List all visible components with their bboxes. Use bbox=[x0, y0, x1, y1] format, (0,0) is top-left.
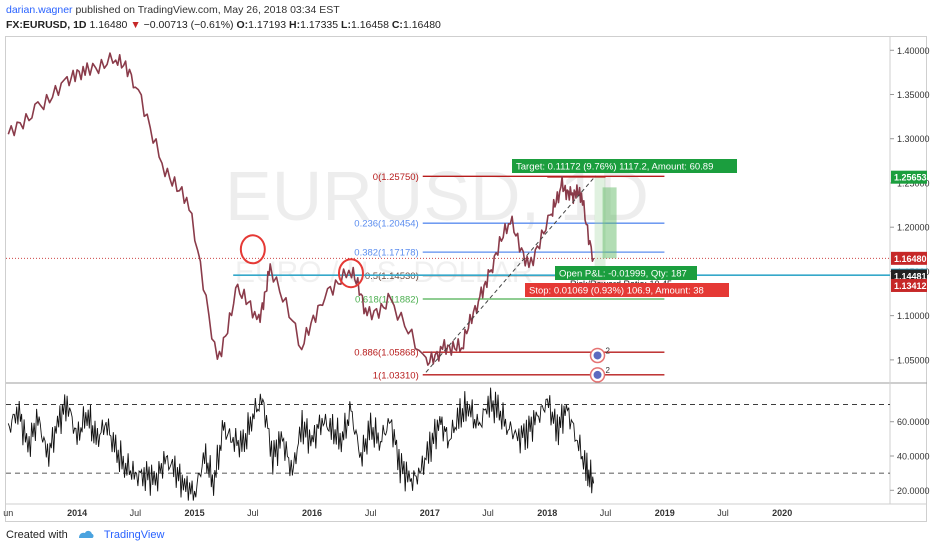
last-price: 1.16480 bbox=[89, 19, 128, 31]
open-label: O: bbox=[236, 19, 249, 31]
time-tick-label: 2017 bbox=[420, 508, 440, 518]
chart-watermark-subtitle: EURO / U.S. DOLLAR bbox=[235, 256, 533, 289]
rsi-tick-label: 60.0000 bbox=[897, 417, 930, 427]
time-tick-label: 2014 bbox=[67, 508, 87, 518]
event-icon-us-flag bbox=[593, 370, 602, 379]
time-tick-label: 2019 bbox=[655, 508, 675, 518]
publisher-text: published on TradingView.com, May 26, 20… bbox=[72, 4, 340, 16]
footer: Created with TradingView bbox=[6, 529, 164, 541]
fib-level-label: 1(1.03310) bbox=[373, 370, 419, 381]
down-arrow-icon: ▼ bbox=[130, 19, 141, 31]
target-label: Target: 0.11172 (9.76%) 1117.2, Amount: … bbox=[516, 162, 713, 173]
rsi-series-line bbox=[7, 387, 595, 501]
price-axis-label-target: 1.25653 bbox=[894, 173, 927, 183]
price-tick-label: 1.10000 bbox=[897, 311, 930, 321]
position-profit-zone bbox=[594, 177, 606, 276]
price-tick-label: 1.40000 bbox=[897, 46, 930, 56]
price-tick-label: 1.35000 bbox=[897, 90, 930, 100]
fib-level-label: 0.886(1.05868) bbox=[354, 348, 418, 359]
close-label: C: bbox=[391, 19, 403, 31]
price-change: −0.00713 (−0.61%) bbox=[143, 19, 234, 31]
event-icon-eu-count: 2 bbox=[606, 346, 611, 355]
time-tick-label: Jul bbox=[130, 508, 142, 518]
open-value: 1.17193 bbox=[248, 19, 287, 31]
position-pnl-bar bbox=[602, 187, 617, 259]
high-label: H: bbox=[289, 19, 301, 31]
rsi-tick-label: 40.0000 bbox=[897, 452, 930, 462]
close-value: 1.16480 bbox=[402, 19, 441, 31]
symbol-label: FX:EURUSD, 1D bbox=[6, 19, 87, 31]
price-axis-label-last: 1.16480 bbox=[894, 254, 927, 264]
low-label: L: bbox=[341, 19, 351, 31]
stop-label-box bbox=[525, 283, 729, 297]
event-icon-eu-flag bbox=[593, 351, 602, 360]
time-tick-label: un bbox=[3, 508, 13, 518]
event-icon-us-count: 2 bbox=[606, 366, 611, 375]
rsi-tick-label: 20.0000 bbox=[897, 486, 930, 496]
price-tick-label: 1.05000 bbox=[897, 355, 930, 365]
price-series-line bbox=[7, 52, 595, 366]
time-tick-label: Jul bbox=[600, 508, 612, 518]
fib-level-label: 0.5(1.14530) bbox=[365, 271, 419, 282]
price-axis-label-stop: 1.13412 bbox=[894, 281, 927, 291]
time-tick-label: Jul bbox=[482, 508, 494, 518]
circle-marker-2016 bbox=[337, 258, 364, 289]
price-axis-label-last-box bbox=[891, 251, 927, 265]
time-tick-label: Jul bbox=[247, 508, 259, 518]
tradingview-logo-icon bbox=[78, 530, 94, 539]
dashed-trendline bbox=[425, 175, 596, 373]
time-tick-label: 2020 bbox=[772, 508, 792, 518]
pnl-label: Open P&L: -0.01999, Qty: 187 bbox=[559, 269, 687, 280]
stop-label: Stop: 0.01069 (0.93%) 106.9, Amount: 38 bbox=[529, 286, 704, 297]
time-tick-label: 2016 bbox=[302, 508, 322, 518]
time-tick-label: 2015 bbox=[185, 508, 205, 518]
high-value: 1.17335 bbox=[300, 19, 339, 31]
time-tick-label: 2018 bbox=[537, 508, 557, 518]
created-with-label: Created with bbox=[6, 529, 68, 541]
position-loss-zone bbox=[594, 275, 606, 286]
target-label-box bbox=[512, 159, 737, 173]
time-tick-label: Jul bbox=[365, 508, 377, 518]
time-tick-label: Jul bbox=[717, 508, 729, 518]
fib-level-label: 0.236(1.20454) bbox=[354, 219, 418, 230]
price-axis-label-target-box bbox=[891, 170, 927, 184]
symbol-info-line: FX:EURUSD, 1D 1.16480 ▼ −0.00713 (−0.61%… bbox=[6, 19, 441, 31]
price-axis-label-stop-box bbox=[891, 278, 927, 292]
fib-level-label: 0(1.25750) bbox=[373, 172, 419, 183]
price-axis-label-dark: 1.14481 bbox=[894, 272, 927, 282]
price-tick-label: 1.20000 bbox=[897, 223, 930, 233]
publisher-line: darian.wagner published on TradingView.c… bbox=[6, 4, 340, 16]
publisher-username[interactable]: darian.wagner bbox=[6, 4, 73, 16]
low-value: 1.16458 bbox=[350, 19, 389, 31]
circle-marker-2015 bbox=[239, 234, 266, 265]
fib-level-label: 0.382(1.17178) bbox=[354, 248, 418, 259]
pnl-label-box bbox=[555, 266, 697, 280]
price-tick-label: 1.30000 bbox=[897, 134, 930, 144]
tradingview-brand[interactable]: TradingView bbox=[103, 529, 165, 541]
